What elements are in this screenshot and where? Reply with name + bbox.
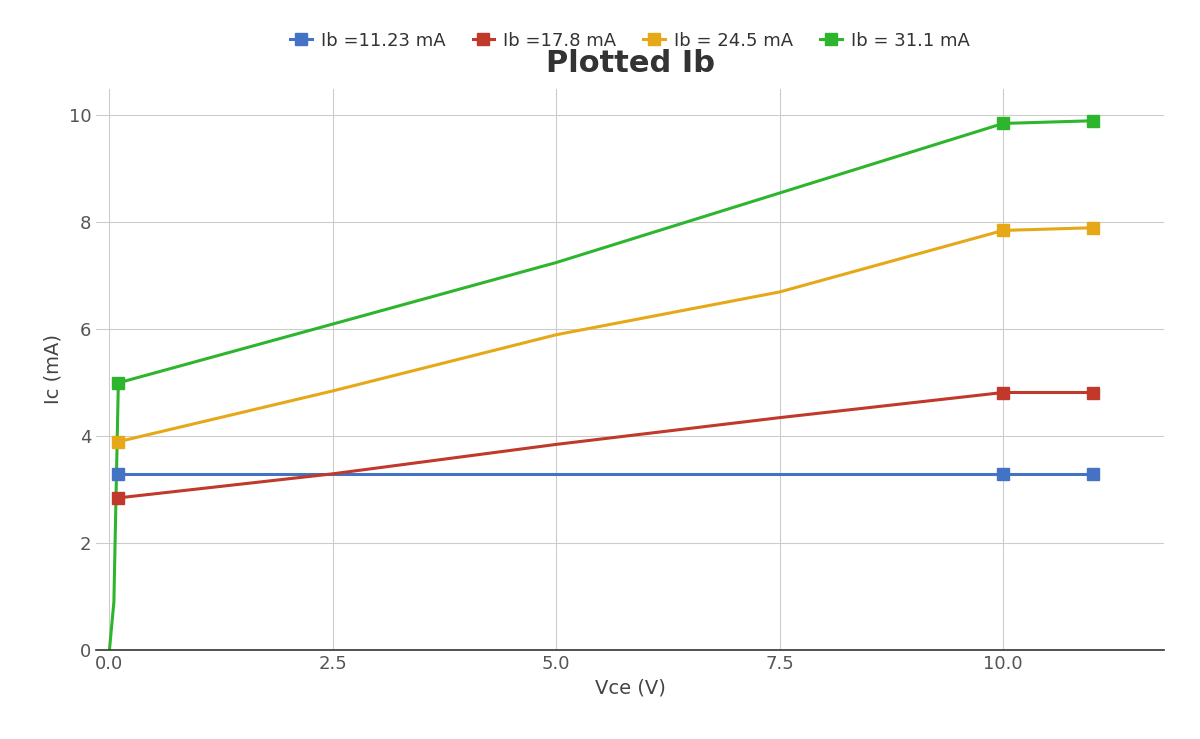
Title: Plotted Ib: Plotted Ib [546, 49, 714, 78]
Y-axis label: Ic (mA): Ic (mA) [44, 335, 62, 404]
Legend: Ib =11.23 mA, Ib =17.8 mA, Ib = 24.5 mA, Ib = 31.1 mA: Ib =11.23 mA, Ib =17.8 mA, Ib = 24.5 mA,… [283, 24, 977, 58]
X-axis label: Vce (V): Vce (V) [594, 678, 666, 698]
